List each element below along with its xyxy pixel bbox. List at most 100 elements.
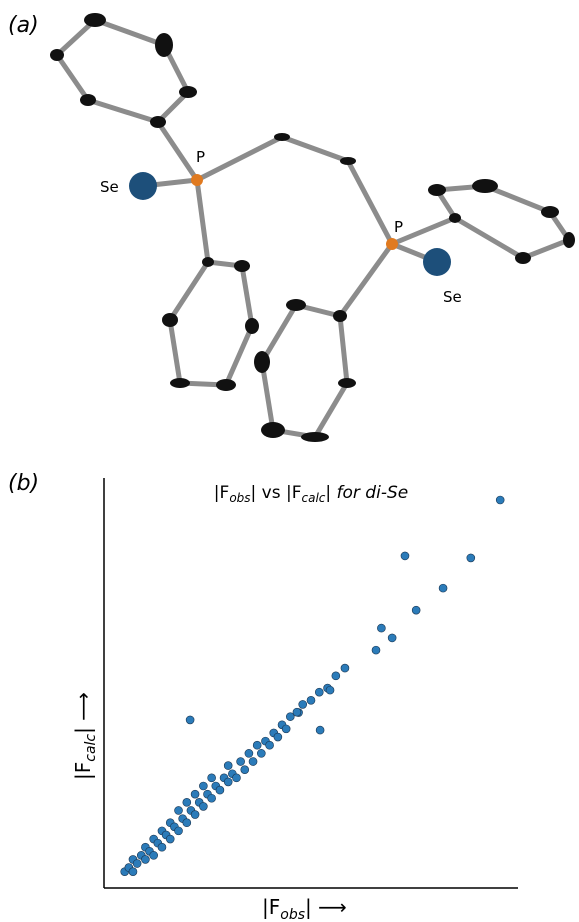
- se-atom: [129, 172, 157, 200]
- panel-label: (a): [8, 13, 39, 38]
- point: [224, 778, 232, 786]
- chart-title: |Fobs| vs |Fcalc| for di-Se: [214, 483, 408, 505]
- title-part: | vs |F: [251, 483, 302, 503]
- panel-label: (b): [8, 471, 39, 496]
- figure: (a) (b): [0, 0, 579, 922]
- point: [186, 716, 194, 724]
- atom: [50, 49, 64, 61]
- point: [141, 855, 149, 863]
- molecule: P Se P Se: [50, 13, 575, 442]
- atom: [234, 260, 250, 272]
- point: [467, 554, 475, 562]
- point: [293, 708, 301, 716]
- point: [439, 584, 447, 592]
- point: [299, 700, 307, 708]
- label-part: obs: [280, 907, 305, 922]
- atom: [333, 310, 347, 322]
- title-part: |F: [214, 483, 230, 503]
- label-part: |F: [262, 895, 280, 919]
- point: [282, 725, 290, 733]
- atom: [162, 313, 178, 327]
- atom: [254, 351, 270, 373]
- atom-label: Se: [100, 178, 119, 196]
- title-part: obs: [229, 491, 250, 505]
- atom: [261, 422, 285, 438]
- atom: [428, 184, 446, 196]
- atom: [84, 13, 106, 27]
- point: [266, 741, 274, 749]
- atom: [80, 94, 96, 106]
- point: [191, 811, 199, 819]
- atom: [202, 257, 214, 267]
- atom: [179, 86, 197, 98]
- point: [208, 774, 216, 782]
- label-part: | ⟶: [71, 692, 95, 734]
- point: [175, 827, 183, 835]
- atom-label: P: [196, 148, 205, 166]
- bonds: [57, 20, 569, 437]
- bond: [197, 180, 208, 262]
- atom: [155, 33, 173, 57]
- atom: [286, 299, 306, 311]
- point: [316, 726, 324, 734]
- p-atom: [191, 174, 203, 186]
- point: [191, 790, 199, 798]
- label-part: |F: [71, 762, 95, 780]
- point: [150, 851, 158, 859]
- atom: [563, 232, 575, 248]
- point: [412, 606, 420, 614]
- ring: [262, 305, 347, 437]
- atom: [170, 378, 190, 388]
- atom: [472, 179, 498, 193]
- ring: [170, 262, 252, 385]
- point: [341, 664, 349, 672]
- title-part: calc: [302, 491, 326, 505]
- point: [377, 624, 385, 632]
- label-part: | ⟶: [305, 895, 347, 919]
- atom: [340, 157, 356, 165]
- point: [199, 802, 207, 810]
- point: [388, 634, 396, 642]
- y-axis-label: |Fcalc| ⟶: [71, 692, 99, 780]
- se-atom: [423, 248, 451, 276]
- point: [241, 766, 249, 774]
- title-part: | for di-Se: [325, 483, 408, 503]
- atom: [274, 133, 290, 141]
- label-part: calc: [83, 734, 99, 762]
- point: [496, 496, 504, 504]
- atom-label: P: [394, 218, 403, 236]
- atom: [245, 318, 259, 334]
- point: [372, 646, 380, 654]
- point: [129, 868, 137, 876]
- point: [326, 686, 334, 694]
- point: [208, 794, 216, 802]
- atom: [301, 432, 329, 442]
- point: [158, 843, 166, 851]
- point: [232, 774, 240, 782]
- point: [249, 758, 257, 766]
- point: [315, 688, 323, 696]
- atom: [541, 206, 559, 218]
- point: [183, 798, 191, 806]
- atom: [515, 252, 531, 264]
- point: [224, 762, 232, 770]
- atom: [150, 116, 166, 128]
- point: [332, 672, 340, 680]
- point: [307, 696, 315, 704]
- point: [253, 741, 261, 749]
- point: [216, 786, 224, 794]
- point: [237, 758, 245, 766]
- point: [401, 552, 409, 560]
- point: [166, 835, 174, 843]
- atom-label: Se: [443, 288, 462, 306]
- point: [199, 782, 207, 790]
- atom: [338, 378, 356, 388]
- bond: [340, 244, 392, 316]
- point: [245, 749, 253, 757]
- atoms: [50, 13, 575, 442]
- point: [133, 860, 141, 868]
- point: [175, 806, 183, 814]
- atom: [449, 213, 461, 223]
- p-atom: [386, 238, 398, 250]
- point: [274, 733, 282, 741]
